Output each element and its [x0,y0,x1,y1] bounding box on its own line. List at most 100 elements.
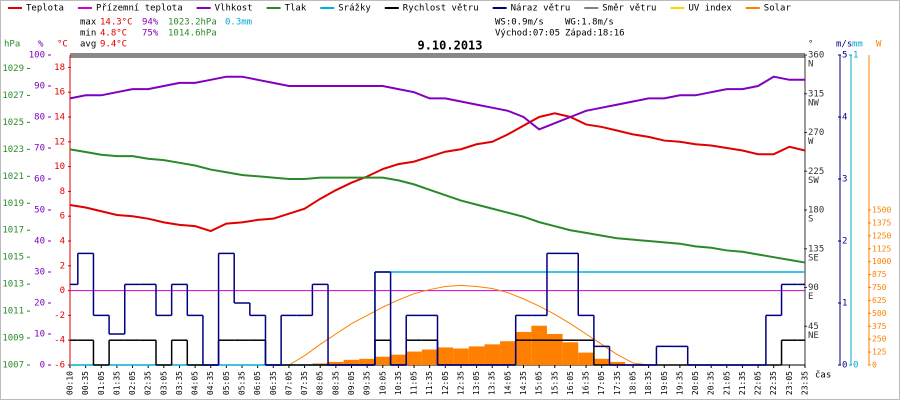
y-tick-label: 1 [842,299,847,309]
x-tick-label: 07:35 [300,371,309,395]
y-tick-label: 30 [34,268,45,278]
solar-bar [531,325,547,365]
y-tick-label: 10 [54,162,65,172]
x-tick-label: 09:35 [363,371,372,395]
y-tick-label: 1500 [872,206,891,215]
x-tick-label: 03:35 [175,371,184,395]
y-tick-label: 2 [842,237,847,247]
y-tick-label: -4 [54,336,65,346]
title-bar [70,53,805,58]
y-tick-label: 40 [34,237,45,247]
solar-bar [453,348,469,365]
x-tick-label: 09:05 [347,371,356,395]
x-tick-label: 17:35 [613,371,622,395]
x-tick-label: 12:05 [441,371,450,395]
y-tick-label: 100 [29,51,45,61]
legend-label: Směr větru [602,4,656,14]
series-line [69,112,806,233]
legend-label: Srážky [338,4,371,14]
y-tick-label: 4 [842,113,847,123]
chart-title: 9.10.2013 [417,39,482,53]
info-text: WS:0.9m/s [495,18,544,28]
x-tick-label: 21:35 [738,371,747,395]
y-tick-label: 6 [60,212,65,222]
stats-label: max [80,18,97,28]
y-tick-label: 0 [872,361,877,370]
x-tick-label: 10:35 [394,371,403,395]
y-tick-label: 18 [54,63,65,73]
x-tick-label: 15:35 [550,371,559,395]
y-tick-label: 1 [853,51,858,61]
y-tick-label: 1019 [2,199,24,209]
solar-bar [546,334,563,365]
stats-value: 94% [142,18,159,28]
y-tick-label: 135 [808,244,824,254]
x-tick-label: 22:05 [754,371,763,395]
solar-bar [500,341,516,365]
solar-bar [374,356,391,365]
x-tick-label: 15:05 [535,371,544,395]
solar-bar [343,359,360,365]
solar-bar [328,361,344,365]
solar-bar [421,349,438,365]
y-tick-label: 250 [872,335,887,344]
stats-value: 75% [142,29,159,39]
x-tick-label: 19:35 [675,371,684,395]
y-tick-label: 60 [34,175,45,185]
solar-bar [390,354,407,365]
series-line [69,75,805,131]
x-tick-label: 07:05 [284,371,293,395]
x-tick-label: 11:05 [410,371,419,395]
x-tick-label: 00:10 [66,371,75,395]
compass-label: SE [808,253,819,263]
compass-label: SW [808,176,819,186]
stats-label: avg [80,40,96,50]
solar-bar [312,363,329,365]
legend-label: Přízemní teplota [96,4,183,14]
stats-value: 1014.6hPa [168,29,217,39]
axis-unit: W [876,40,882,50]
y-tick-label: 1250 [872,231,891,240]
y-tick-label: 1009 [2,334,24,344]
y-tick-label: 70 [34,144,45,154]
y-tick-label: 1029 [2,64,24,74]
legend-label: Teplota [26,4,64,14]
axis-unit: ° [808,40,813,50]
y-tick-label: 125 [872,348,887,357]
y-tick-label: 0 [40,361,45,371]
x-tick-label: 13:35 [488,371,497,395]
compass-label: W [808,137,814,147]
legend-label: Tlak [285,4,307,14]
stats-value: 4.8°C [100,29,127,39]
y-tick-label: 360 [808,51,824,61]
x-tick-label: 06:05 [253,371,262,395]
x-tick-label: 16:35 [582,371,591,395]
x-tick-label: 08:05 [316,371,325,395]
x-tick-label: 16:05 [566,371,575,395]
solar-bar [515,331,532,365]
y-tick-label: -2 [54,311,65,321]
y-tick-label: 1011 [2,307,24,317]
y-tick-label: 10 [34,330,45,340]
compass-label: NE [808,331,819,341]
sun-curve [288,284,649,366]
y-tick-label: 750 [872,283,887,292]
x-axis-label: čas [815,370,831,381]
series-line [69,148,806,264]
y-tick-label: 625 [872,296,887,305]
x-tick-label: 05:35 [238,371,247,395]
solar-bar [406,351,422,365]
solar-bar [562,342,579,365]
y-tick-label: 20 [34,299,45,309]
y-tick-label: 375 [872,322,887,331]
x-tick-label: 02:35 [144,371,153,395]
x-tick-label: 03:05 [159,371,168,395]
stats-value: 9.4°C [100,40,127,50]
x-tick-label: 01:35 [112,371,121,395]
y-tick-label: 180 [808,206,824,216]
solar-bar [437,347,454,365]
stats-value: 14.3°C [100,18,133,28]
solar-bar [609,361,626,365]
y-tick-label: 1007 [2,361,24,371]
y-tick-label: 90 [34,82,45,92]
